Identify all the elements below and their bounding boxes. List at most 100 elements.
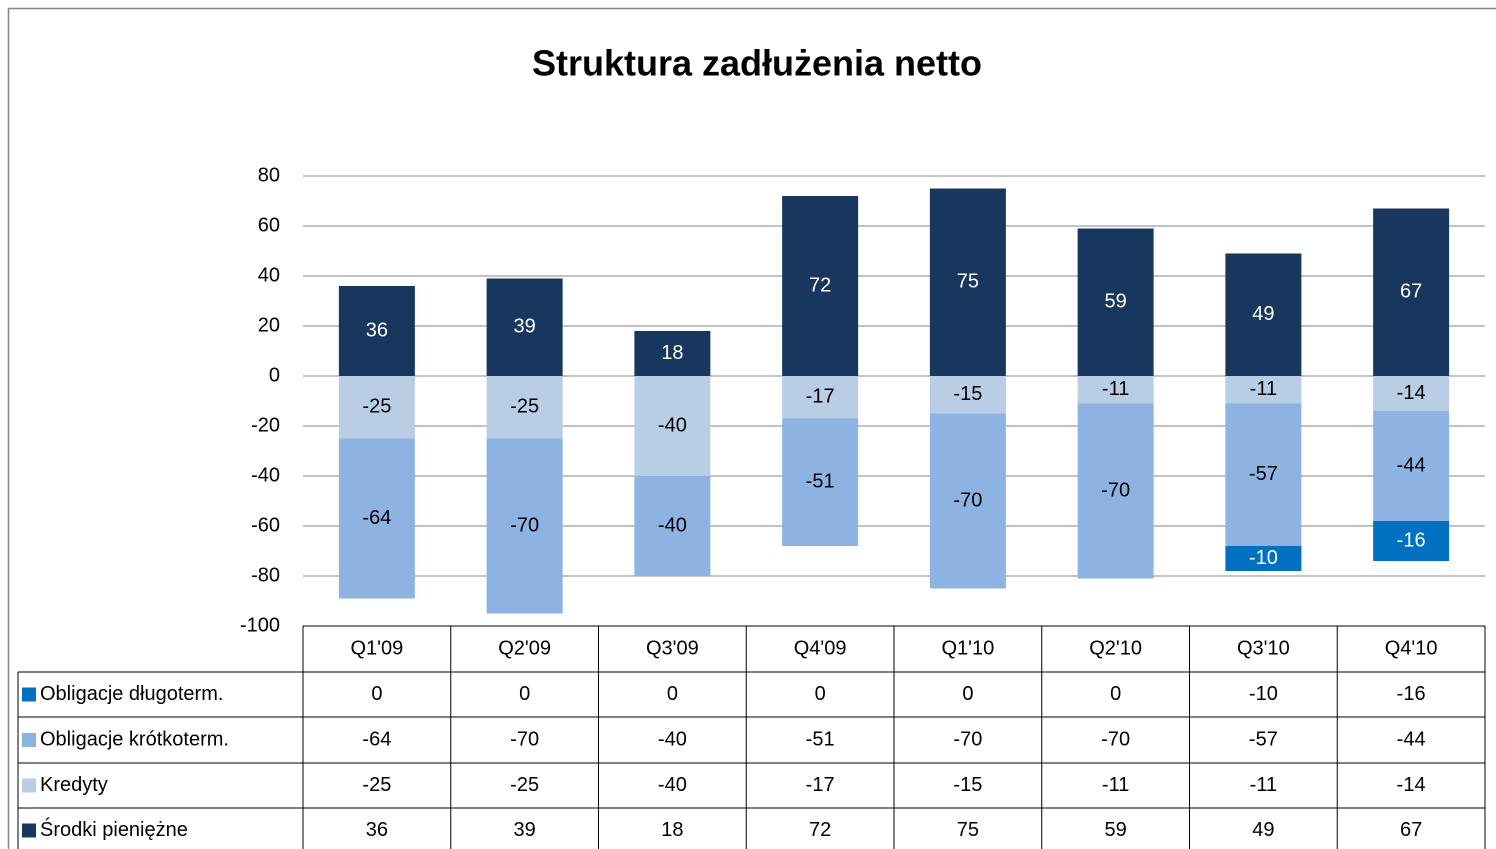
bar-segment [338,376,415,439]
bar-segment [1225,403,1302,546]
data-label: -40 [658,414,687,436]
x-tick-label: Q3'09 [646,637,699,659]
table-cell: -44 [1397,728,1426,750]
table-cell: -11 [1102,774,1129,796]
bar-segment [634,476,711,576]
bar-segment [634,376,711,476]
x-tick-label: Q3'10 [1237,637,1290,659]
legend-swatch [22,823,36,838]
table-cell: 72 [809,819,831,841]
bar-segment [486,376,563,439]
legend-swatch [22,778,36,793]
table-cell: 18 [661,819,683,841]
table-cell: -64 [362,728,391,750]
data-label: -57 [1249,463,1278,485]
table-cell: -10 [1249,683,1278,705]
table-cell: 59 [1105,819,1127,841]
data-label: 49 [1252,303,1274,325]
table-cell: -70 [510,728,539,750]
data-label: -14 [1397,382,1426,404]
bar-segment [1225,546,1302,571]
bar-segment [338,286,415,376]
legend-label: Środki pieniężne [40,817,188,841]
y-tick-label: 20 [258,314,280,336]
x-tick-label: Q4'10 [1385,637,1438,659]
table-cell: 0 [667,683,678,705]
legend-swatch [22,687,36,702]
table-cell: -70 [953,728,982,750]
bar-segment [929,188,1006,376]
bar-segment [782,418,859,546]
x-tick-label: Q4'09 [794,637,847,659]
table-cell: 36 [366,819,388,841]
y-tick-label: -80 [251,564,280,586]
data-label: 72 [809,274,831,296]
bar-segment [1225,376,1302,404]
y-tick-label: -40 [251,464,280,486]
table-cell: 75 [957,819,979,841]
data-label: -70 [510,514,539,536]
legend-label: Kredyty [40,774,108,796]
bar-segment [486,278,563,376]
table-cell: 0 [815,683,826,705]
data-label: 75 [957,271,979,293]
data-label: -51 [806,471,835,493]
bar-segment [486,438,563,614]
table-cell: 49 [1252,819,1274,841]
data-label: 67 [1400,281,1422,303]
bar-segment [1373,521,1450,561]
table-cell: -25 [510,774,539,796]
legend-label: Obligacje długoterm. [40,683,223,705]
y-tick-label: -60 [251,514,280,536]
table-cell: -17 [806,774,835,796]
data-label: -70 [953,489,982,511]
table-cell: 0 [519,683,530,705]
table-cell: -11 [1250,774,1277,796]
y-tick-label: 60 [258,214,280,236]
table-cell: -51 [806,728,835,750]
data-label: -25 [510,396,539,418]
bar-segment [1373,208,1450,376]
table-cell: -57 [1249,728,1278,750]
data-label: -15 [953,383,982,405]
data-label: -44 [1397,454,1426,476]
table-cell: 0 [371,683,382,705]
bar-segment [929,413,1006,589]
table-cell: 39 [514,819,536,841]
x-tick-label: Q2'09 [498,637,551,659]
data-label: -11 [1250,378,1277,400]
bar-segment [1077,228,1154,376]
data-label: -64 [362,507,391,529]
x-tick-label: Q1'10 [942,637,995,659]
x-tick-label: Q1'09 [351,637,404,659]
data-label: -70 [1101,479,1130,501]
y-tick-label: -20 [251,414,280,436]
table-cell: -40 [658,774,687,796]
bar-segment [1077,403,1154,579]
legend-label: Obligacje krótkoterm. [40,728,229,750]
bar-segment [1373,411,1450,521]
bar-segment [634,331,711,376]
table-cell: -14 [1397,774,1426,796]
table-cell: -16 [1397,683,1426,705]
data-label: -11 [1102,378,1129,400]
data-label: -17 [806,386,835,408]
data-label: 18 [661,342,683,364]
chart-title: Struktura zadłużenia netto [532,43,982,84]
bar-segment [1225,253,1302,376]
y-tick-label: 40 [258,264,280,286]
table-cell: -15 [953,774,982,796]
bar-segment [929,376,1006,414]
y-tick-label: -100 [240,614,280,636]
data-label: 39 [514,316,536,338]
bar-segment [782,196,859,376]
table-cell: 67 [1400,819,1422,841]
data-label: 36 [366,319,388,341]
y-tick-label: 80 [258,164,280,186]
bar-segment [1373,376,1450,411]
data-label: -10 [1249,547,1278,569]
table-cell: 0 [962,683,973,705]
bar-segment [338,438,415,599]
table-cell: -25 [362,774,391,796]
